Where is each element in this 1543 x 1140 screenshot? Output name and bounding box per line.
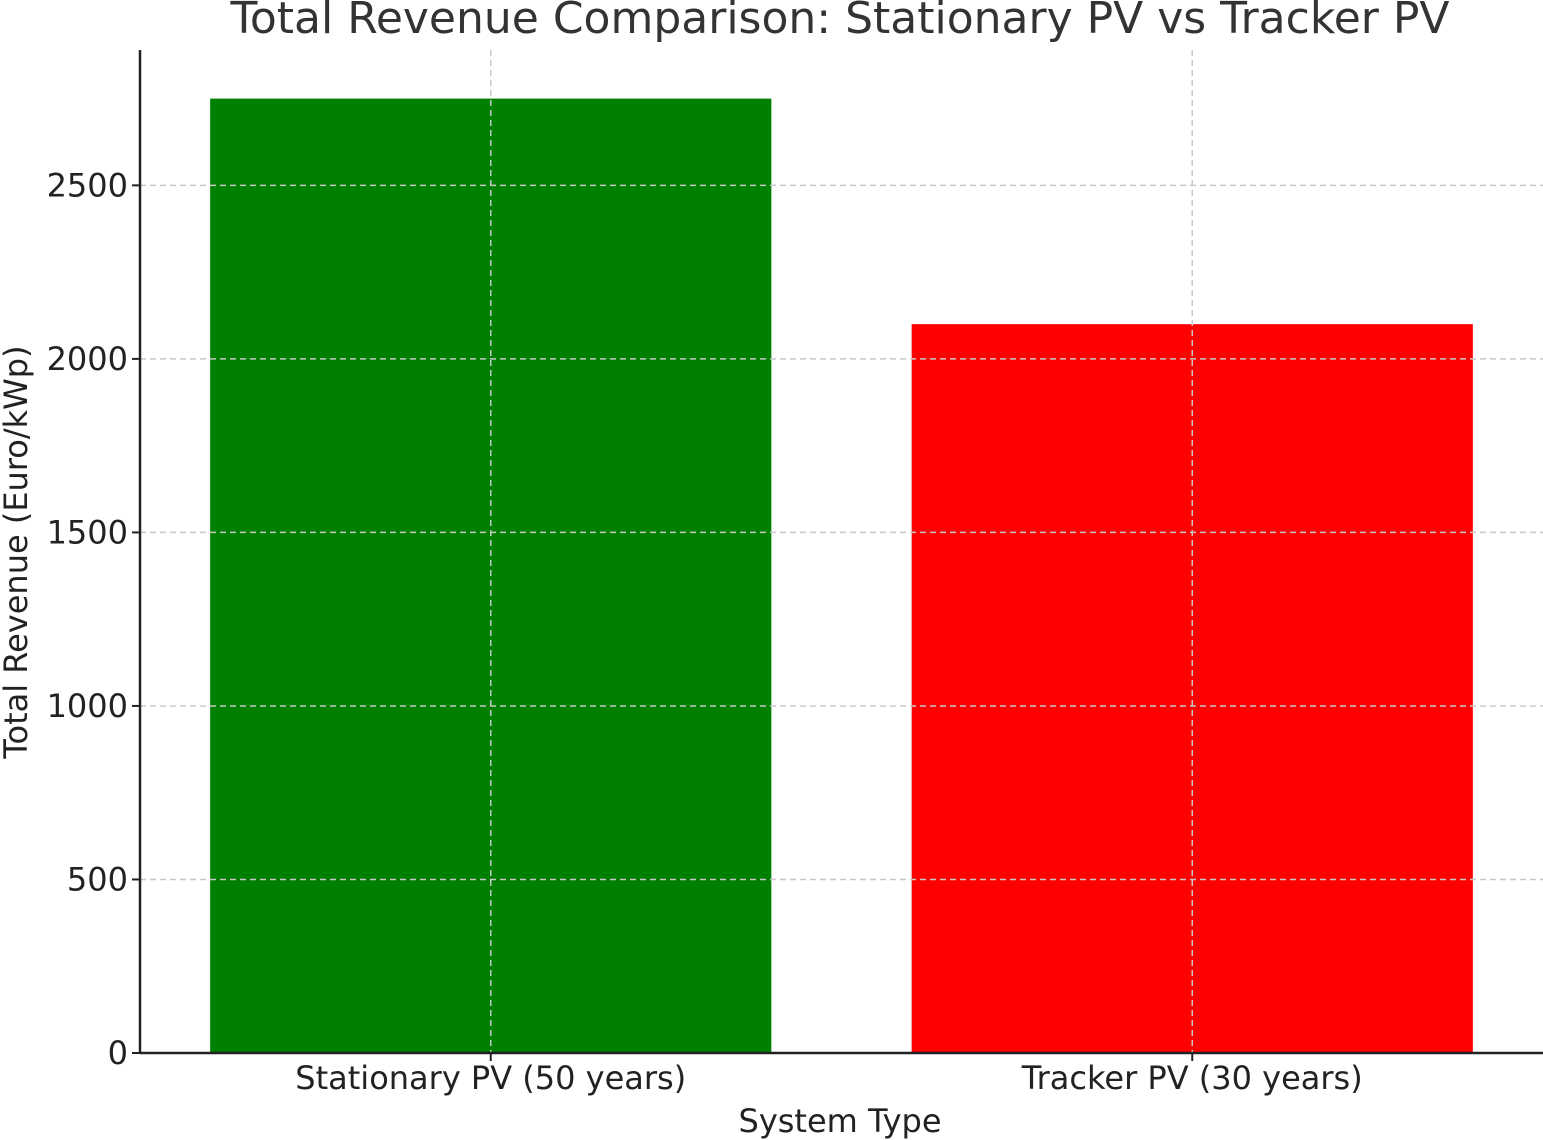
y-tick-label-6: 2500 xyxy=(47,166,128,204)
x-tick-label-1: Stationary PV (50 years) xyxy=(295,1059,686,1097)
x-axis-label: System Type xyxy=(739,1102,942,1140)
y-tick-label-5: 2000 xyxy=(47,340,128,378)
axes-layer xyxy=(138,50,1543,1055)
y-tick-label-3: 1000 xyxy=(47,687,128,725)
y-tick-label-4: 1500 xyxy=(47,513,128,551)
y-tick-label-2: 500 xyxy=(67,860,128,898)
ticks-layer: 0 500 1000 1500 2000 2500 Stationary PV (50 ye… xyxy=(47,166,1363,1097)
bars-layer xyxy=(210,98,1473,1053)
chart-title: Total Revenue Comparison: Stationary PV … xyxy=(229,0,1449,44)
grid-layer xyxy=(140,50,1543,1053)
y-axis-label: Total Revenue (Euro/kWp) xyxy=(0,345,35,759)
x-tick-label-2: Tracker PV (30 years) xyxy=(1021,1059,1363,1097)
y-tick-label-1: 0 xyxy=(108,1034,128,1072)
